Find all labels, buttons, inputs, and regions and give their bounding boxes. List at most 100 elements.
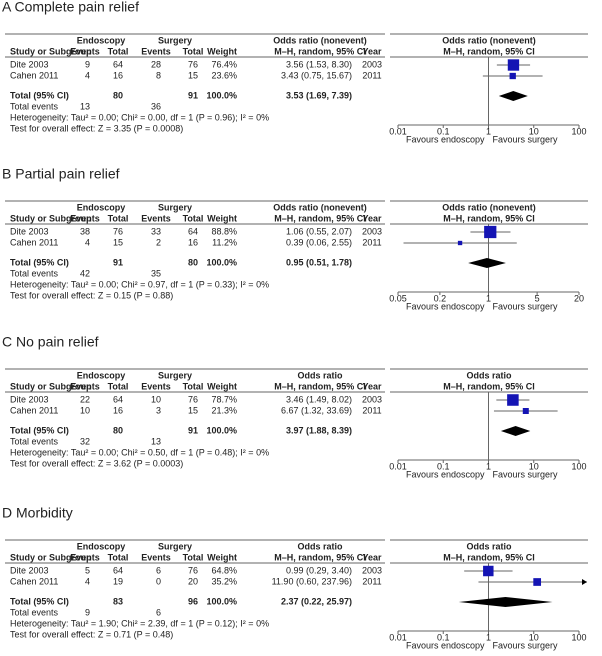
plot-header: Odds ratio (nonevent): [442, 202, 536, 212]
column-header: Odds ratio: [297, 541, 343, 551]
total-name: Total (95% CI): [10, 425, 69, 435]
group-header: Endoscopy: [77, 202, 126, 212]
plot-header: Odds ratio: [466, 541, 512, 551]
column-header: Events: [70, 213, 100, 223]
column-header: Weight: [207, 213, 237, 223]
cell: 6: [156, 565, 161, 575]
x-tick-label: 0.1: [437, 461, 450, 471]
column-header: Total: [183, 46, 204, 56]
group-header: Endoscopy: [77, 370, 126, 380]
weight-label: 78.7%: [211, 394, 237, 404]
group-header: Surgery: [158, 541, 192, 551]
cell: 9: [85, 59, 90, 69]
x-tick-label: 0.1: [437, 126, 450, 136]
column-header: Events: [141, 213, 171, 223]
cell: 91: [113, 257, 123, 267]
cell: 80: [113, 425, 123, 435]
cell: 83: [113, 596, 123, 606]
heterogeneity: Heterogeneity: Tau² = 0.00; Chi² = 0.50,…: [10, 447, 269, 457]
or-label: 0.95 (0.51, 1.78): [286, 257, 352, 267]
x-tick-label: 10: [529, 461, 539, 471]
total-name: Total (95% CI): [10, 90, 69, 100]
weight-label: 76.4%: [211, 59, 237, 69]
x-tick-label: 1: [486, 293, 491, 303]
group-header: Endoscopy: [77, 35, 126, 45]
ci-arrow: [582, 579, 587, 585]
cell: 13: [151, 436, 161, 446]
heterogeneity: Heterogeneity: Tau² = 0.00; Chi² = 0.00,…: [10, 112, 269, 122]
cell: 64: [113, 565, 123, 575]
column-header: Total: [183, 381, 204, 391]
or-label: 1.06 (0.55, 2.07): [286, 226, 352, 236]
column-header: Events: [141, 381, 171, 391]
group-header: Surgery: [158, 370, 192, 380]
cell: 5: [85, 565, 90, 575]
column-header: M–H, random, 95% CI: [274, 552, 366, 562]
cell: 16: [188, 237, 198, 247]
year: 2003: [362, 394, 382, 404]
column-header: Year: [362, 46, 382, 56]
cell: 28: [151, 59, 161, 69]
column-header: Events: [70, 552, 100, 562]
cell: 76: [188, 565, 198, 575]
column-header: Total: [183, 213, 204, 223]
year: 2011: [362, 70, 381, 80]
total-events: Total events: [10, 607, 59, 617]
group-header: Endoscopy: [77, 541, 126, 551]
column-header: Total: [108, 552, 129, 562]
overall-effect: Test for overall effect: Z = 3.62 (P = 0…: [10, 458, 183, 468]
weight-label: 88.8%: [211, 226, 237, 236]
cell: 20: [188, 576, 198, 586]
or-label: 0.39 (0.06, 2.55): [286, 237, 352, 247]
panel-title: A Complete pain relief: [2, 0, 139, 15]
x-tick-label: 20: [574, 293, 584, 303]
cell: 32: [80, 436, 90, 446]
study-name: Cahen 2011: [10, 405, 58, 415]
cell: 76: [188, 394, 198, 404]
pooled-diamond: [458, 597, 553, 607]
pooled-diamond: [498, 91, 528, 101]
cell: 4: [85, 237, 90, 247]
x-tick-label: 10: [529, 632, 539, 642]
favours-label: Favours endoscopy: [406, 301, 485, 311]
study-name: Cahen 2011: [10, 237, 58, 247]
column-header: Events: [141, 46, 171, 56]
x-tick-label: 0.01: [389, 461, 407, 471]
column-header: M–H, random, 95% CI: [274, 46, 366, 56]
heterogeneity: Heterogeneity: Tau² = 1.90; Chi² = 2.39,…: [10, 618, 269, 628]
total-name: Total (95% CI): [10, 257, 69, 267]
cell: 64: [113, 394, 123, 404]
overall-effect: Test for overall effect: Z = 0.15 (P = 0…: [10, 290, 173, 300]
plot-header: M–H, random, 95% CI: [443, 552, 535, 562]
column-header: Total: [108, 213, 129, 223]
column-header: Weight: [207, 46, 237, 56]
study-square: [507, 394, 519, 406]
cell: 38: [80, 226, 90, 236]
total-events: Total events: [10, 436, 59, 446]
study-name: Dite 2003: [10, 565, 49, 575]
cell: 19: [113, 576, 123, 586]
panel-title: D Morbidity: [2, 505, 73, 521]
cell: 4: [85, 70, 90, 80]
forest-panel: C No pain relief Endoscopy Surgery Odds rat…: [2, 334, 588, 479]
or-label: 2.37 (0.22, 25.97): [281, 596, 352, 606]
weight-label: 35.2%: [211, 576, 237, 586]
column-header: Events: [70, 46, 100, 56]
plot-header: M–H, random, 95% CI: [443, 213, 535, 223]
pooled-diamond: [500, 426, 531, 436]
x-tick-label: 0.1: [437, 632, 450, 642]
cell: 64: [188, 226, 198, 236]
column-header: Events: [141, 552, 171, 562]
cell: 76: [113, 226, 123, 236]
year: 2011: [362, 405, 381, 415]
column-header: Study or Subgroup: [10, 46, 92, 56]
weight-label: 64.8%: [211, 565, 237, 575]
cell: 0: [156, 576, 161, 586]
x-tick-label: 5: [535, 293, 540, 303]
cell: 16: [113, 405, 123, 415]
pooled-diamond: [468, 258, 506, 268]
cell: 3: [156, 405, 161, 415]
x-tick-label: 100: [571, 126, 586, 136]
cell: 15: [188, 405, 198, 415]
year: 2003: [362, 565, 382, 575]
